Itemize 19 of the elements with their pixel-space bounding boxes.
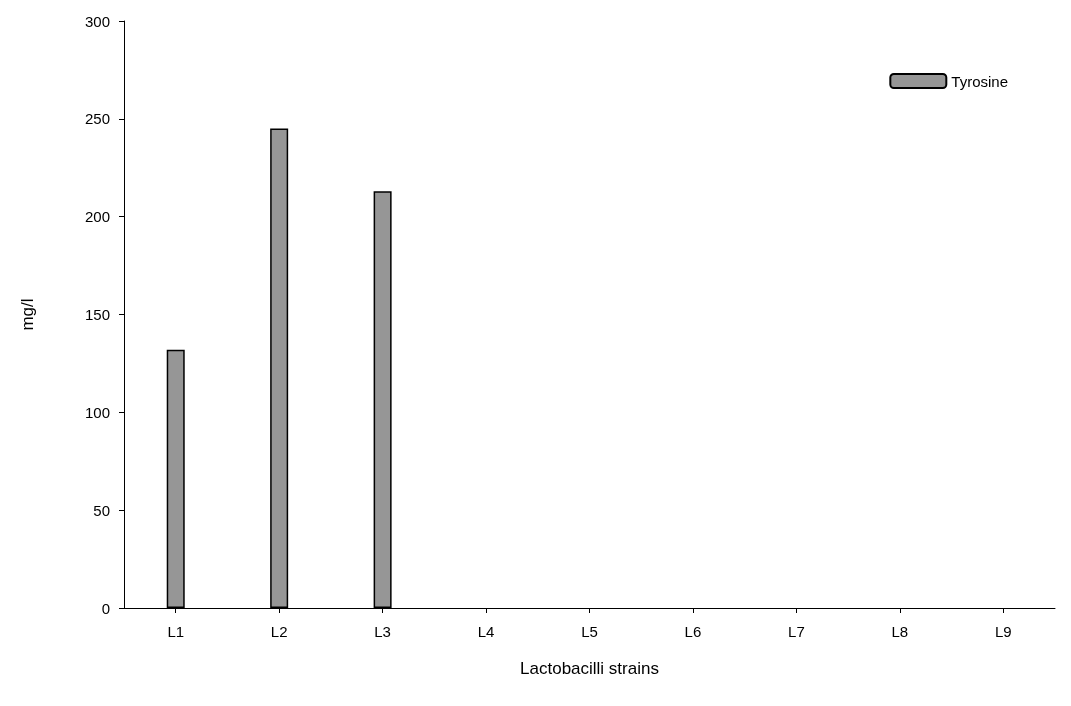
y-tick-label: 200 bbox=[84, 208, 110, 226]
x-axis-title: Lactobacilli strains bbox=[520, 659, 659, 678]
x-tick-label: L9 bbox=[994, 623, 1012, 640]
x-tick-label: L5 bbox=[581, 623, 598, 640]
x-tick-label: L6 bbox=[684, 623, 702, 640]
y-tick-label: 50 bbox=[93, 501, 110, 519]
x-tick-label: L1 bbox=[167, 623, 185, 640]
x-tick-label: L2 bbox=[270, 623, 288, 640]
x-tick-label: L4 bbox=[477, 623, 495, 640]
x-tick-label: L8 bbox=[891, 623, 909, 640]
y-tick-label: 300 bbox=[84, 12, 110, 30]
y-tick-label: 0 bbox=[101, 599, 110, 617]
y-tick-label: 100 bbox=[84, 403, 110, 421]
x-tick-label: L3 bbox=[374, 623, 391, 640]
x-tick-label: L7 bbox=[788, 623, 805, 640]
legend-label: Tyrosine bbox=[951, 72, 1009, 90]
y-axis-title: mg/l bbox=[18, 298, 37, 331]
y-tick-label: 250 bbox=[84, 110, 110, 128]
y-tick-label: 150 bbox=[84, 306, 110, 323]
